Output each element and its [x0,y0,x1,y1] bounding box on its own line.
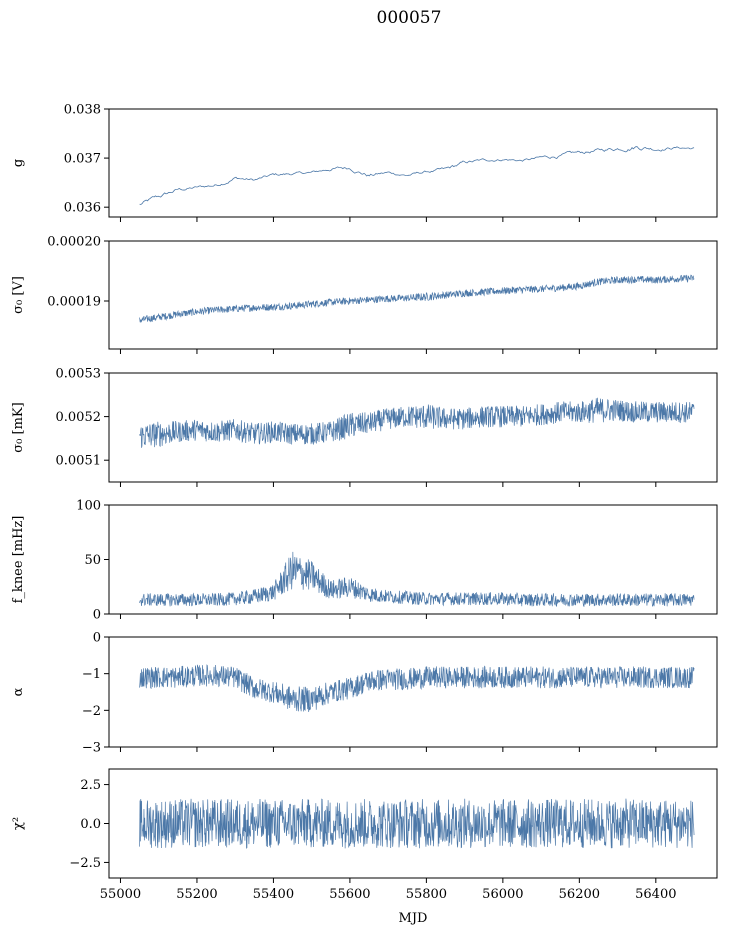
figure-title: 000057 [377,8,442,28]
series-line-2 [139,274,695,323]
axes-frame [108,240,718,350]
y-tick-label: 0.0053 [56,367,102,382]
y-tick-label: 0.038 [64,103,101,118]
series-line-4 [139,551,695,608]
y-tick-label: 0 [93,608,101,623]
y-tick-label: 50 [84,553,101,568]
x-tick-label: 55600 [329,887,370,902]
y-tick-label: 0 [93,631,101,646]
y-tick-label: 0.00019 [47,295,101,310]
y-tick-label: −2 [82,704,101,719]
y-tick-label: 0.037 [64,152,101,167]
y-tick-label: 100 [76,499,101,514]
y-axis-label: χ² [11,817,26,830]
panel-1: 0.036 0.037 0.038 g [11,103,718,222]
series-line-1 [139,146,695,205]
x-tick-label: 55800 [406,887,447,902]
series-line-6 [139,798,695,849]
panel-3: 0.0051 0.0052 0.0053 σ₀ [mK] [11,367,718,487]
y-tick-label: 0.0 [80,817,101,832]
axes-frame [108,108,718,218]
x-tick-label: 56200 [559,887,600,902]
y-tick-label: −2.5 [69,856,101,871]
y-tick-label: −1 [82,667,101,682]
x-tick-label: 56400 [635,887,676,902]
y-tick-label: 0.0052 [56,410,102,425]
y-axis-label: α [11,687,26,696]
panel-5: −3 −2 −1 0 α [11,631,718,756]
panel-2: 0.00019 0.00020 σ₀ [V] [11,235,718,354]
axes-frame [108,372,718,483]
panel-4: 0 50 100 f_knee [mHz] [11,499,718,623]
x-tick-label: 55000 [100,887,141,902]
axes-frame [108,636,718,748]
series-line-5 [139,664,695,713]
y-tick-label: 0.00020 [47,235,101,250]
y-tick-label: 0.036 [64,201,101,216]
y-tick-label: −3 [82,741,101,756]
panel-6: −2.5 0.0 2.5 55000 55200 55400 55600 55800 56000… [11,768,718,902]
y-tick-label: 0.0051 [56,454,102,469]
series-line-3 [139,397,695,448]
y-axis-label: f_knee [mHz] [11,516,26,604]
y-axis-label: g [11,159,26,167]
y-tick-label: 2.5 [80,778,101,793]
x-tick-label: 55200 [176,887,217,902]
x-tick-label: 56000 [482,887,523,902]
y-axis-label: σ₀ [mK] [11,402,26,452]
y-axis-label: σ₀ [V] [11,276,26,314]
x-axis-label: MJD [399,911,428,926]
x-tick-label: 55400 [253,887,294,902]
